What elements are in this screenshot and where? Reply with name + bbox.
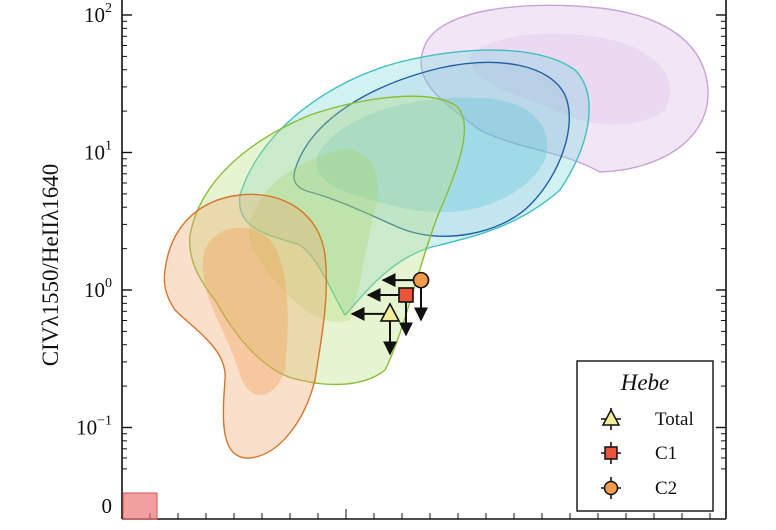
y-tick-label: 101 [84, 139, 112, 165]
marker-circle [412, 271, 430, 289]
point-c1 [366, 287, 414, 337]
y-tick-label: 102 [84, 1, 112, 27]
y-tick-base: 10 [76, 416, 97, 440]
y-axis-label: CIVλ1550/HeIIλ1640 [38, 164, 63, 366]
legend-marker-triangle [601, 408, 621, 426]
y-tick-label: 10−1 [76, 414, 112, 440]
region-blue [293, 61, 570, 237]
contour-regions [163, 4, 709, 459]
x-ticks [121, 509, 711, 519]
region-green [188, 95, 466, 386]
point-total [350, 302, 401, 356]
y-tick-base: 10 [84, 278, 105, 302]
y-tick-base: 10 [84, 141, 105, 165]
legend-marker-square [604, 446, 618, 460]
legend-label-total: Total [655, 409, 694, 430]
y-tick-label: 100 [84, 276, 112, 302]
point-c2 [381, 271, 430, 322]
legend-label-c1: C1 [655, 443, 677, 464]
legend-items: Total C1 C2 [601, 408, 694, 499]
legend-title: Hebe [620, 370, 670, 395]
y-tick-exponent: −1 [97, 414, 112, 429]
region-lavender [420, 4, 709, 173]
y-tick-exponent: 0 [105, 276, 112, 291]
y-tick-exponent: 1 [105, 139, 112, 154]
legend-entry-c1: C1 [601, 442, 677, 464]
y-tick-label: 0 [102, 494, 113, 518]
y-tick-exponent: 2 [105, 1, 112, 16]
legend-entry-c2: C2 [601, 477, 677, 499]
y-tick-base: 0 [102, 494, 113, 518]
y-tick-base: 10 [84, 3, 105, 27]
region-cyan [238, 49, 590, 317]
region-orange [163, 193, 328, 459]
marker-triangle [379, 302, 401, 322]
y-ticks [122, 14, 726, 470]
marker-square [398, 287, 414, 303]
legend-entry-total: Total [601, 408, 694, 430]
zero-marker [122, 492, 158, 520]
legend-box [576, 360, 714, 512]
legend-label-c2: C2 [655, 478, 677, 499]
data-points [350, 271, 430, 356]
legend-marker-circle [603, 480, 619, 496]
legend: Hebe Total C1 C2 [576, 360, 714, 512]
